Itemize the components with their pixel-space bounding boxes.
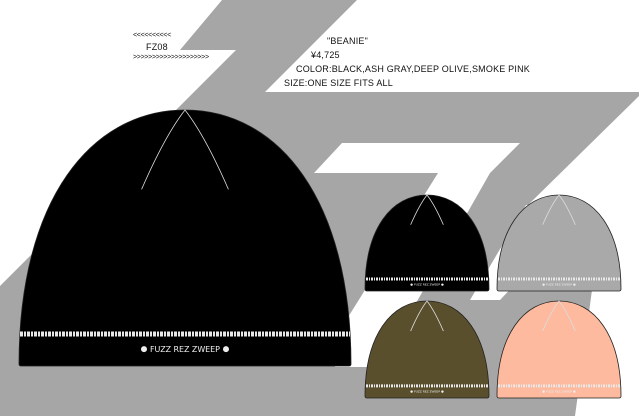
crown-seam — [141, 109, 229, 190]
product-price: ¥4,725 — [311, 50, 340, 60]
crown-seam — [410, 300, 444, 332]
beanie-ash-gray: FUZZ REZ ZWEEP — [496, 194, 622, 292]
brand-logo: FUZZ REZ ZWEEP — [414, 390, 440, 394]
logo-dot-icon — [573, 390, 576, 393]
beanie-black: FUZZ REZ ZWEEP — [364, 194, 490, 292]
logo-dot-icon — [410, 283, 413, 286]
brand-logo: FUZZ REZ ZWEEP — [414, 283, 440, 287]
beanie-deep-olive: FUZZ REZ ZWEEP — [364, 300, 490, 399]
crown-seam — [542, 300, 576, 332]
product-code: FZ08 — [146, 42, 168, 52]
logo-dot-icon — [410, 390, 413, 393]
logo-dot-icon — [441, 283, 444, 286]
brand-logo: FUZZ REZ ZWEEP — [150, 345, 220, 354]
code-top-arrows: <<<<<<<<<< — [133, 32, 171, 39]
product-colors: COLOR:BLACK,ASH GRAY,DEEP OLIVE,SMOKE PI… — [296, 64, 530, 74]
logo-dot-icon — [141, 346, 147, 353]
beanie-body — [496, 194, 622, 292]
brand-logo: FUZZ REZ ZWEEP — [546, 390, 572, 394]
logo-dot-icon — [223, 346, 229, 353]
bg-white-notch — [314, 143, 520, 173]
product-name: "BEANIE" — [327, 36, 369, 46]
brand-logo: FUZZ REZ ZWEEP — [546, 283, 572, 287]
beanie-black-large: FUZZ REZ ZWEEP — [18, 109, 352, 367]
product-size: SIZE:ONE SIZE FITS ALL — [284, 78, 393, 88]
beanie-body — [364, 194, 490, 292]
logo-dot-icon — [441, 390, 444, 393]
beanie-body — [496, 300, 622, 399]
crown-seam — [410, 194, 444, 225]
beanie-body — [18, 109, 352, 367]
code-bottom-arrows: >>>>>>>>>>>>>>>>>>>> — [133, 54, 209, 61]
bg-white-right — [528, 96, 639, 416]
logo-dot-icon — [573, 283, 576, 286]
beanie-smoke-pink: FUZZ REZ ZWEEP — [496, 300, 622, 399]
logo-dot-icon — [542, 283, 545, 286]
beanie-body — [364, 300, 490, 399]
crown-seam — [542, 194, 576, 225]
logo-dot-icon — [542, 390, 545, 393]
